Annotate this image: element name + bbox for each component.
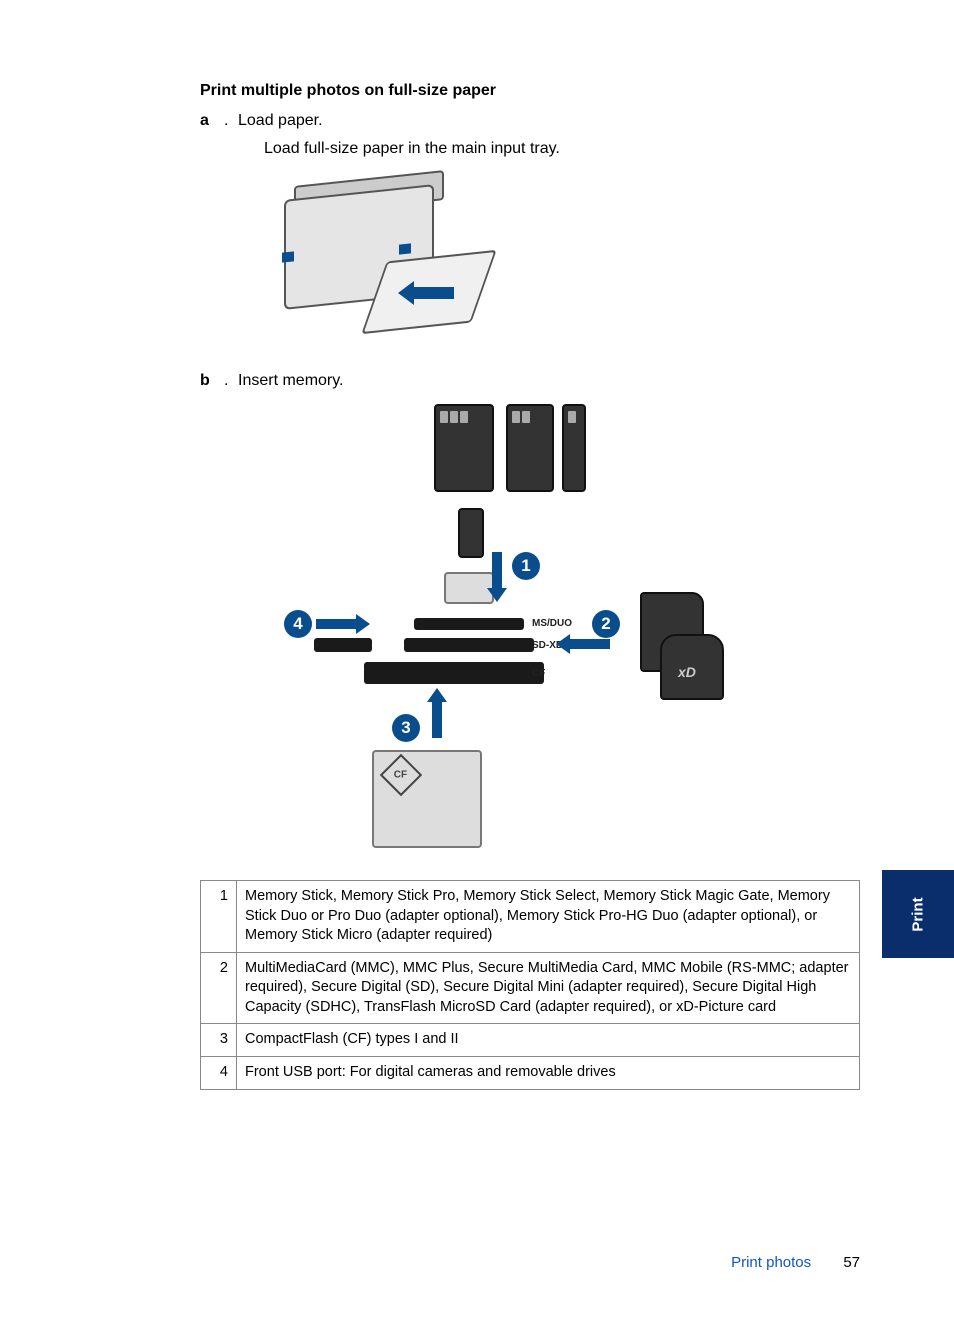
printer-illustration (264, 172, 860, 352)
memory-diagram: 1 MS/DUO SD-XD CF 4 2 xD 3 CF (264, 400, 860, 860)
arrow-down-icon (492, 552, 502, 588)
chapter-tab: Print (882, 870, 954, 958)
footer-section-link[interactable]: Print photos (731, 1254, 811, 1271)
section-title: Print multiple photos on full-size paper (200, 82, 860, 100)
arrow-up-icon (432, 702, 442, 738)
step-a-subtext: Load full-size paper in the main input t… (264, 140, 860, 158)
callout-2: 2 (592, 610, 620, 638)
table-cell-text: CompactFlash (CF) types I and II (237, 1024, 860, 1057)
table-cell-text: MultiMediaCard (MMC), MMC Plus, Secure M… (237, 952, 860, 1024)
table-cell-num: 3 (201, 1024, 237, 1057)
table-cell-num: 1 (201, 881, 237, 953)
step-b-dot: . (224, 372, 234, 390)
step-b-letter: b (200, 372, 220, 390)
table-row: 3 CompactFlash (CF) types I and II (201, 1024, 860, 1057)
table-row: 1 Memory Stick, Memory Stick Pro, Memory… (201, 881, 860, 953)
step-b: b . Insert memory. (200, 372, 860, 390)
step-a-letter: a (200, 112, 220, 130)
callout-1: 1 (512, 552, 540, 580)
page-number: 57 (843, 1254, 860, 1271)
table-row: 2 MultiMediaCard (MMC), MMC Plus, Secure… (201, 952, 860, 1024)
arrow-left-icon (570, 639, 610, 649)
callout-3: 3 (392, 714, 420, 742)
step-a-dot: . (224, 112, 234, 130)
step-a: a . Load paper. (200, 112, 860, 130)
callout-4: 4 (284, 610, 312, 638)
table-cell-text: Front USB port: For digital cameras and … (237, 1056, 860, 1089)
table-cell-num: 2 (201, 952, 237, 1024)
page-footer: Print photos 57 (731, 1254, 860, 1271)
arrow-right-icon (316, 619, 356, 629)
table-cell-num: 4 (201, 1056, 237, 1089)
chapter-tab-label: Print (909, 897, 926, 931)
table-row: 4 Front USB port: For digital cameras an… (201, 1056, 860, 1089)
slot-label-cf: CF (532, 668, 545, 679)
slot-label-msduo: MS/DUO (532, 618, 572, 629)
step-a-label: Load paper. (238, 112, 323, 130)
xd-logo-icon: xD (678, 664, 696, 680)
load-arrow-icon (414, 287, 454, 299)
memory-table: 1 Memory Stick, Memory Stick Pro, Memory… (200, 880, 860, 1090)
step-b-label: Insert memory. (238, 372, 344, 390)
table-cell-text: Memory Stick, Memory Stick Pro, Memory S… (237, 881, 860, 953)
